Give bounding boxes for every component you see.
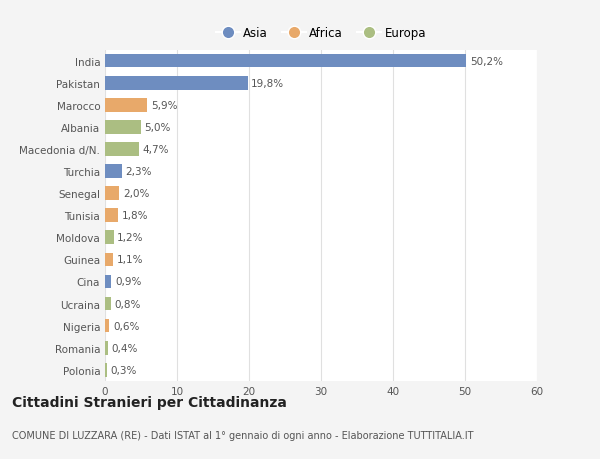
Bar — [105, 99, 148, 112]
Bar — [105, 319, 109, 333]
Text: 2,0%: 2,0% — [123, 189, 149, 199]
Text: Cittadini Stranieri per Cittadinanza: Cittadini Stranieri per Cittadinanza — [12, 395, 287, 409]
Bar — [105, 275, 112, 289]
Text: 0,9%: 0,9% — [115, 277, 142, 287]
Text: 5,9%: 5,9% — [151, 101, 178, 111]
Legend: Asia, Africa, Europa: Asia, Africa, Europa — [212, 23, 430, 43]
Text: 4,7%: 4,7% — [142, 145, 169, 155]
Text: 0,4%: 0,4% — [112, 343, 138, 353]
Text: 2,3%: 2,3% — [125, 167, 152, 177]
Bar — [105, 253, 113, 267]
Bar — [105, 187, 119, 201]
Text: 1,2%: 1,2% — [117, 233, 144, 243]
Text: 1,1%: 1,1% — [116, 255, 143, 265]
Text: 5,0%: 5,0% — [145, 123, 171, 133]
Bar — [105, 231, 113, 245]
Text: 0,8%: 0,8% — [115, 299, 141, 309]
Bar — [105, 77, 248, 90]
Bar — [105, 297, 111, 311]
Text: 19,8%: 19,8% — [251, 78, 284, 89]
Text: 0,3%: 0,3% — [111, 365, 137, 375]
Text: COMUNE DI LUZZARA (RE) - Dati ISTAT al 1° gennaio di ogni anno - Elaborazione TU: COMUNE DI LUZZARA (RE) - Dati ISTAT al 1… — [12, 431, 473, 440]
Text: 50,2%: 50,2% — [470, 56, 503, 67]
Text: 1,8%: 1,8% — [122, 211, 148, 221]
Bar — [105, 363, 107, 377]
Bar — [105, 165, 122, 179]
Bar — [105, 341, 108, 355]
Bar — [105, 55, 466, 68]
Text: 0,6%: 0,6% — [113, 321, 139, 331]
Bar — [105, 209, 118, 223]
Bar — [105, 143, 139, 157]
Bar — [105, 121, 141, 134]
